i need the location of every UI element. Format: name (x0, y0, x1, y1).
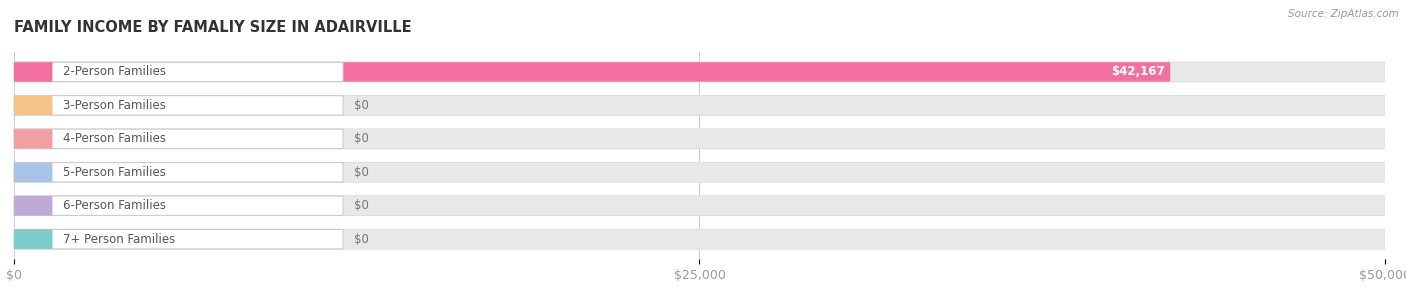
Text: $0: $0 (354, 233, 368, 246)
FancyBboxPatch shape (14, 163, 343, 182)
Text: 6-Person Families: 6-Person Families (63, 199, 166, 212)
FancyBboxPatch shape (14, 162, 1385, 183)
Text: $0: $0 (354, 199, 368, 212)
Text: Source: ZipAtlas.com: Source: ZipAtlas.com (1288, 9, 1399, 19)
FancyBboxPatch shape (14, 229, 1385, 249)
FancyBboxPatch shape (14, 163, 52, 182)
FancyBboxPatch shape (14, 129, 52, 149)
FancyBboxPatch shape (14, 62, 1170, 82)
Text: $0: $0 (354, 99, 368, 112)
FancyBboxPatch shape (14, 196, 1385, 216)
FancyBboxPatch shape (14, 62, 343, 82)
FancyBboxPatch shape (14, 128, 1385, 149)
Text: 5-Person Families: 5-Person Families (63, 166, 166, 179)
FancyBboxPatch shape (14, 229, 343, 249)
Text: 3-Person Families: 3-Person Families (63, 99, 166, 112)
FancyBboxPatch shape (14, 95, 1385, 116)
Text: FAMILY INCOME BY FAMALIY SIZE IN ADAIRVILLE: FAMILY INCOME BY FAMALIY SIZE IN ADAIRVI… (14, 20, 412, 35)
FancyBboxPatch shape (14, 62, 1385, 82)
FancyBboxPatch shape (14, 129, 1385, 149)
Text: 2-Person Families: 2-Person Families (63, 65, 166, 78)
Text: $0: $0 (354, 132, 368, 145)
FancyBboxPatch shape (14, 96, 52, 115)
FancyBboxPatch shape (14, 96, 343, 115)
Text: 4-Person Families: 4-Person Families (63, 132, 166, 145)
FancyBboxPatch shape (14, 196, 52, 215)
FancyBboxPatch shape (14, 229, 52, 249)
FancyBboxPatch shape (14, 196, 343, 215)
FancyBboxPatch shape (14, 62, 1385, 82)
FancyBboxPatch shape (14, 229, 1385, 249)
FancyBboxPatch shape (14, 96, 1385, 115)
Text: $0: $0 (354, 166, 368, 179)
Text: 7+ Person Families: 7+ Person Families (63, 233, 176, 246)
FancyBboxPatch shape (14, 62, 52, 82)
FancyBboxPatch shape (14, 129, 343, 149)
Text: $42,167: $42,167 (1111, 65, 1164, 78)
FancyBboxPatch shape (14, 196, 1385, 215)
FancyBboxPatch shape (14, 163, 1385, 182)
